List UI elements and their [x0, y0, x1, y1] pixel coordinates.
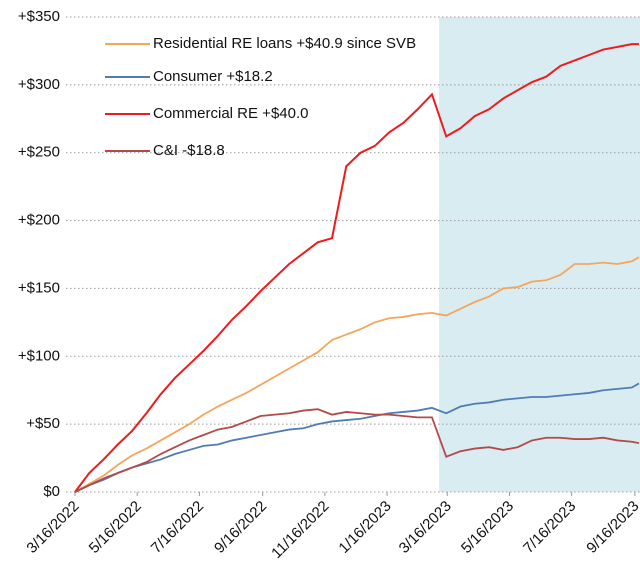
- y-tick-label: +$150: [18, 279, 60, 296]
- y-tick-label: +$50: [26, 415, 60, 432]
- legend-label: Commercial RE +$40.0: [153, 105, 308, 122]
- y-tick-label: +$250: [18, 144, 60, 161]
- y-tick-label: +$100: [18, 347, 60, 364]
- x-tick-label: 3/16/2023: [396, 498, 455, 557]
- x-tick-label: 5/16/2022: [86, 498, 145, 557]
- series-line: [74, 382, 640, 493]
- x-tick-label: 7/16/2022: [148, 498, 207, 557]
- x-tick-label: 9/16/2023: [583, 498, 640, 557]
- y-tick-label: +$200: [18, 212, 60, 229]
- x-tick-label: 5/16/2023: [458, 498, 517, 557]
- legend-label: Residential RE loans +$40.9 since SVB: [153, 35, 416, 52]
- y-tick-label: +$300: [18, 76, 60, 93]
- x-tick-label: 7/16/2023: [520, 498, 579, 557]
- x-tick-label: 11/16/2022: [268, 498, 332, 562]
- series-line: [74, 408, 640, 493]
- y-tick-label: $0: [43, 483, 60, 500]
- svb-shade: [439, 17, 640, 492]
- legend-label: C&I -$18.8: [153, 142, 225, 159]
- series-line: [74, 43, 639, 493]
- x-tick-label: 3/16/2022: [23, 498, 82, 557]
- legend-label: Consumer +$18.2: [153, 68, 273, 85]
- y-tick-label: +$350: [18, 8, 60, 25]
- x-tick-label: 9/16/2022: [211, 498, 270, 557]
- x-tick-label: 1/16/2023: [336, 498, 395, 557]
- series-line: [74, 256, 640, 493]
